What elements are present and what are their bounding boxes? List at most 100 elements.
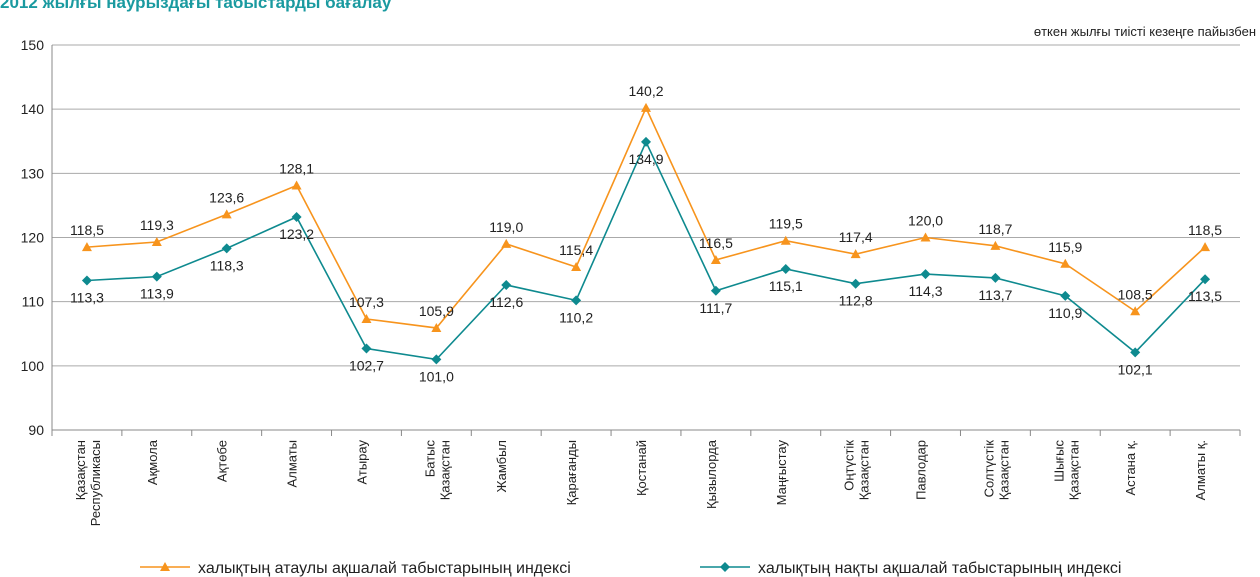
data-label: 116,5 xyxy=(699,235,733,251)
x-tick-label: Қызылорда xyxy=(704,439,719,509)
data-label: 115,4 xyxy=(559,242,593,258)
marker xyxy=(780,235,791,245)
marker xyxy=(780,263,791,274)
data-label: 114,3 xyxy=(909,283,943,299)
marker xyxy=(641,136,651,147)
marker xyxy=(990,240,1001,250)
y-tick-label: 100 xyxy=(21,358,45,374)
x-tick-label: Алматы қ. xyxy=(1193,440,1208,500)
data-label: 134,9 xyxy=(628,151,663,167)
y-tick-label: 110 xyxy=(22,294,45,310)
legend-marker xyxy=(160,562,170,571)
x-tick-label: Ақтөбе xyxy=(215,440,230,482)
data-label: 112,8 xyxy=(839,293,873,309)
y-tick-label: 90 xyxy=(28,422,44,438)
x-tick-label: ШығысҚазақстан xyxy=(1051,440,1081,501)
marker xyxy=(920,269,931,280)
marker xyxy=(291,180,302,190)
data-label: 113,9 xyxy=(140,286,174,302)
x-tick-label: ҚазақстанРеспубликасы xyxy=(73,440,103,526)
x-tick-label: Атырау xyxy=(354,440,369,485)
data-label: 140,2 xyxy=(628,83,663,99)
marker xyxy=(571,262,582,272)
data-label: 102,1 xyxy=(1118,361,1153,377)
y-tick-label: 140 xyxy=(21,101,45,117)
marker xyxy=(81,275,92,286)
marker xyxy=(710,254,721,264)
data-label: 115,1 xyxy=(769,278,803,294)
data-label: 119,5 xyxy=(769,216,803,232)
marker xyxy=(221,209,232,219)
marker xyxy=(1060,258,1071,268)
data-label: 112,6 xyxy=(489,294,523,310)
marker xyxy=(361,343,372,354)
data-label: 113,3 xyxy=(70,289,104,305)
x-tick-label: СолтүстікҚазақстан xyxy=(981,440,1011,501)
data-label: 117,4 xyxy=(839,229,873,245)
legend-marker xyxy=(720,562,730,572)
x-tick-label: Жамбыл xyxy=(494,440,509,493)
data-label: 102,7 xyxy=(349,358,384,374)
y-tick-label: 130 xyxy=(21,165,45,181)
marker xyxy=(850,249,861,259)
x-tick-label: Алматы xyxy=(285,440,300,487)
data-label: 101,0 xyxy=(419,368,454,384)
data-label: 118,7 xyxy=(978,221,1012,237)
data-label: 110,9 xyxy=(1048,305,1082,321)
data-label: 111,7 xyxy=(699,300,732,316)
marker xyxy=(1200,274,1211,285)
data-label: 113,7 xyxy=(978,287,1012,303)
data-label: 119,0 xyxy=(489,219,523,235)
marker xyxy=(641,102,651,112)
marker xyxy=(431,322,442,332)
marker xyxy=(1130,306,1141,316)
marker xyxy=(850,278,861,289)
x-tick-label: Ақмола xyxy=(145,439,160,485)
series-line xyxy=(86,139,1206,361)
legend-label: халықтың нақты ақшалай табыстарының инде… xyxy=(758,560,1121,577)
data-label: 108,5 xyxy=(1118,286,1153,302)
data-label: 107,3 xyxy=(349,294,384,310)
marker xyxy=(1130,347,1141,358)
data-label: 105,9 xyxy=(419,303,454,319)
marker xyxy=(710,285,721,296)
data-label: 119,3 xyxy=(140,217,174,233)
data-label: 120,0 xyxy=(908,213,943,229)
data-label: 118,5 xyxy=(1188,222,1222,238)
marker xyxy=(221,243,232,254)
x-tick-label: Маңғыстау xyxy=(774,440,789,506)
data-label: 123,2 xyxy=(279,226,314,242)
chart-title: 2012 жылғы наурыздағы табыстарды бағалау xyxy=(0,0,392,12)
marker xyxy=(990,272,1001,283)
x-tick-label: БатысҚазақстан xyxy=(422,440,452,501)
data-label: 128,1 xyxy=(279,161,314,177)
data-label: 110,2 xyxy=(559,309,593,325)
legend-label: халықтың атаулы ақшалай табыстарының инд… xyxy=(198,560,571,577)
x-tick-label: Қостанай xyxy=(634,440,649,496)
marker xyxy=(431,354,442,365)
data-label: 113,5 xyxy=(1188,288,1222,304)
data-label: 123,6 xyxy=(209,189,244,205)
marker xyxy=(151,271,162,282)
marker xyxy=(1060,290,1071,301)
data-label: 115,9 xyxy=(1048,239,1082,255)
x-tick-label: Астана қ. xyxy=(1123,440,1138,496)
marker xyxy=(1200,242,1211,252)
marker xyxy=(361,313,372,323)
marker xyxy=(501,279,512,290)
x-tick-label: Павлодар xyxy=(914,440,929,500)
data-label: 118,3 xyxy=(210,257,244,273)
x-tick-label: ОңтүстікҚазақстан xyxy=(842,440,872,501)
marker xyxy=(81,242,92,252)
marker xyxy=(291,211,302,222)
marker xyxy=(920,232,931,242)
marker xyxy=(501,238,512,248)
data-label: 118,5 xyxy=(70,222,104,238)
marker xyxy=(151,236,162,246)
y-tick-label: 120 xyxy=(21,230,45,246)
marker xyxy=(571,295,582,306)
chart-subtitle: өткен жылғы тиісті кезеңге пайызбен xyxy=(1034,24,1256,39)
y-tick-label: 150 xyxy=(21,37,45,53)
x-tick-label: Қарағанды xyxy=(564,440,579,505)
